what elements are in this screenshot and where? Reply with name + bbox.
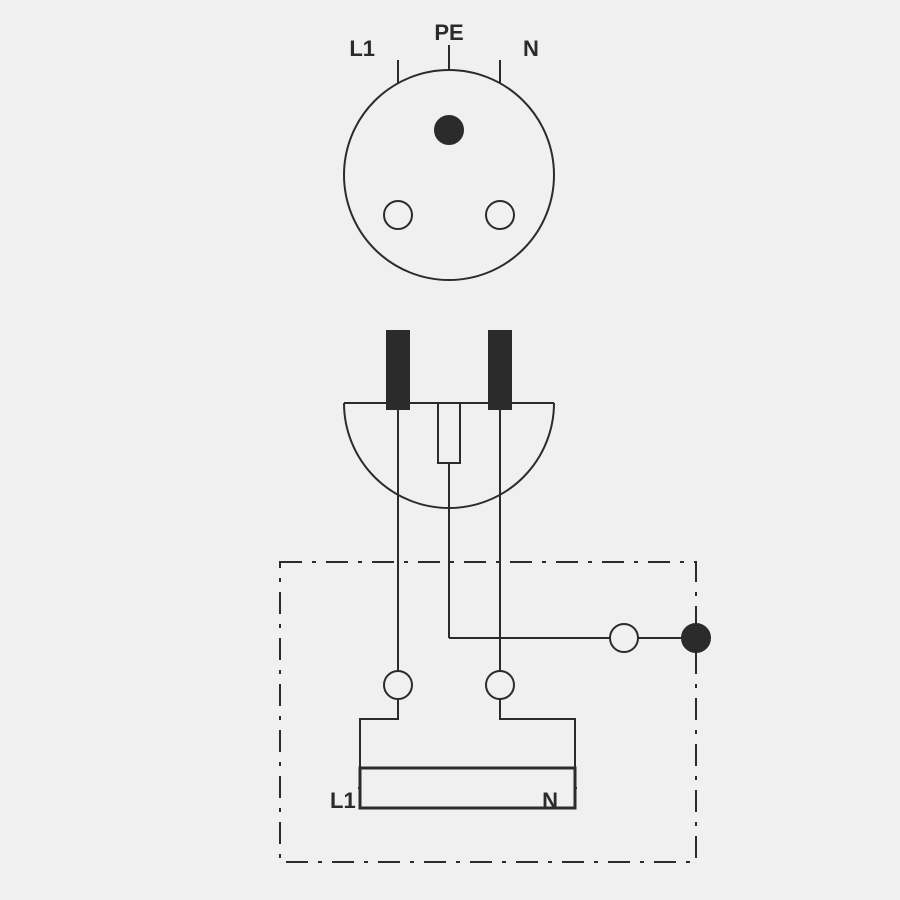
socket-pin-l1	[384, 201, 412, 229]
terminal-pe-pass	[610, 624, 638, 652]
terminal-l1	[384, 671, 412, 699]
plug-prong-right	[488, 330, 512, 410]
label-l1-bottom: L1	[330, 788, 356, 813]
terminal-n	[486, 671, 514, 699]
label-n-top: N	[523, 36, 539, 61]
label-l1-top: L1	[349, 36, 375, 61]
socket-pin-n	[486, 201, 514, 229]
plug-prong-left	[386, 330, 410, 410]
socket-outline	[344, 70, 554, 280]
label-pe-top: PE	[434, 20, 463, 45]
socket-pin-pe	[435, 116, 463, 144]
label-n-bottom: N	[542, 788, 558, 813]
terminal-pe-earth	[682, 624, 710, 652]
